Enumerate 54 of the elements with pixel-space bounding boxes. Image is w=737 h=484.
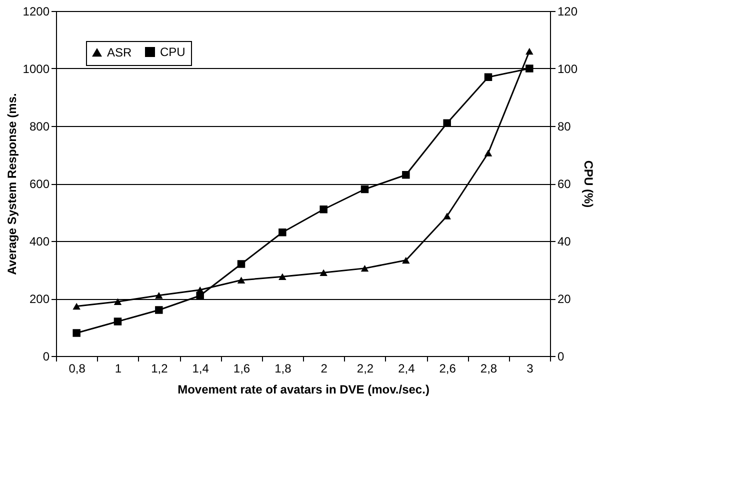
point	[72, 329, 80, 337]
point	[484, 73, 492, 81]
x-tick-label: 2,8	[480, 362, 498, 376]
point	[360, 185, 369, 194]
point	[320, 269, 328, 276]
y-axis-title: Average System Response (ms.	[4, 93, 19, 275]
point	[443, 119, 451, 127]
x-axis-title: Movement rate of avatars in DVE (mov./sec.)	[178, 382, 430, 396]
y2-tick-label: 80	[558, 120, 572, 134]
point	[278, 228, 286, 236]
x-tick-label: 2,6	[439, 362, 456, 376]
x-tick-label: 2,4	[398, 362, 416, 376]
x-tick-label: 2,2	[356, 362, 374, 376]
point	[237, 260, 246, 268]
point	[114, 318, 122, 326]
y2-tick-label: 40	[558, 234, 572, 248]
legend-label: CPU	[160, 45, 186, 59]
x-tick-label: 1,2	[151, 362, 168, 376]
point	[237, 276, 246, 284]
x-tick-label: 2	[320, 362, 328, 376]
y2-tick-label: 100	[558, 62, 578, 76]
y-tick-label: 1000	[22, 62, 50, 76]
point	[402, 171, 410, 179]
point	[278, 273, 286, 280]
x-tick-label: 0,8	[68, 362, 86, 376]
point	[443, 212, 451, 220]
y2-tick-label: 20	[558, 292, 572, 306]
legend-label: ASR	[107, 45, 132, 60]
y-tick-label: 0	[42, 350, 50, 364]
x-tick-label: 1,8	[274, 362, 292, 376]
point	[526, 64, 534, 72]
point	[360, 264, 369, 272]
y-tick-label: 200	[29, 292, 50, 306]
y2-tick-label: 60	[558, 177, 572, 191]
y-tick-label: 800	[29, 120, 50, 134]
x-tick-label: 3	[526, 362, 534, 376]
point	[484, 150, 492, 156]
y-tick-label: 1200	[22, 4, 50, 18]
y2-tick-label: 120	[558, 4, 578, 18]
x-tick-label: 1	[114, 362, 122, 376]
point	[72, 302, 80, 310]
x-tick-label: 1,6	[233, 362, 250, 376]
point	[155, 292, 163, 299]
y-tick-label: 600	[29, 177, 50, 191]
point	[114, 298, 122, 306]
point	[402, 256, 410, 264]
point	[155, 306, 163, 314]
y2-tick-label: 0	[558, 350, 564, 364]
point	[196, 292, 204, 300]
point	[526, 48, 534, 55]
point	[320, 206, 328, 214]
x-tick-label: 1,4	[192, 362, 210, 376]
y-tick-label: 400	[29, 234, 50, 248]
y2-axis-title: CPU (%)	[582, 160, 596, 208]
